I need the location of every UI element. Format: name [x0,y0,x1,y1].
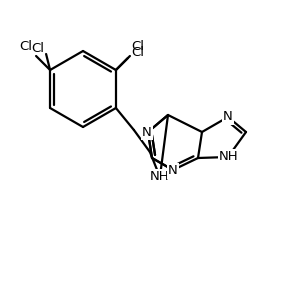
Text: NH: NH [150,171,170,183]
Text: NH: NH [219,151,239,164]
Text: Cl: Cl [32,42,45,55]
Text: N: N [142,126,152,139]
Text: Cl: Cl [131,40,144,53]
Text: Cl: Cl [131,46,144,58]
Text: N: N [168,164,178,178]
Text: N: N [223,110,233,124]
Text: Cl: Cl [20,40,33,53]
